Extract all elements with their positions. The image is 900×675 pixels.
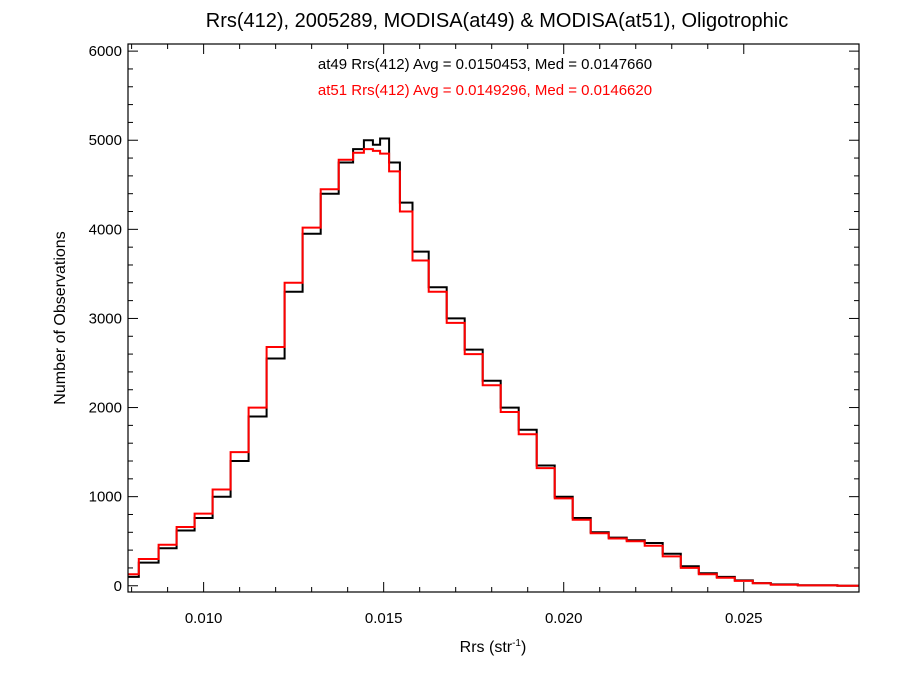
y-tick-label-5: 5000 <box>89 132 122 149</box>
at49-annotation: at49 Rrs(412) Avg = 0.0150453, Med = 0.0… <box>318 56 652 73</box>
x-axis-label: Rrs (str-1) <box>460 638 527 656</box>
y-tick-label-3: 3000 <box>89 310 122 327</box>
axis-ticks: 0.010 0.015 0.020 0.025 0 1000 2000 3000 4000 500… <box>89 43 859 627</box>
x-axis-label-superscript: -1 <box>512 638 521 649</box>
plot-frame <box>127 43 860 593</box>
y-axis-label: Number of Observations <box>52 231 69 404</box>
x-axis-label-close: ) <box>521 639 526 656</box>
y-tick-label-4: 4000 <box>89 221 122 238</box>
x-tick-label-3: 0.025 <box>725 610 763 627</box>
y-tick-label-0: 0 <box>114 578 122 595</box>
x-tick-label-1: 0.015 <box>365 610 403 627</box>
x-axis-label-main: Rrs (str <box>460 639 513 656</box>
series-layer <box>128 137 859 587</box>
x-tick-label-2: 0.020 <box>545 610 583 627</box>
y-tick-label-2: 2000 <box>89 400 122 417</box>
chart-title: Rrs(412), 2005289, MODISA(at49) & MODISA… <box>206 10 788 32</box>
y-tick-label-6: 6000 <box>89 43 122 60</box>
at51-annotation: at51 Rrs(412) Avg = 0.0149296, Med = 0.0… <box>318 82 652 99</box>
series-at51-line <box>128 148 859 587</box>
y-tick-label-1: 1000 <box>89 489 122 506</box>
x-tick-label-0: 0.010 <box>185 610 223 627</box>
